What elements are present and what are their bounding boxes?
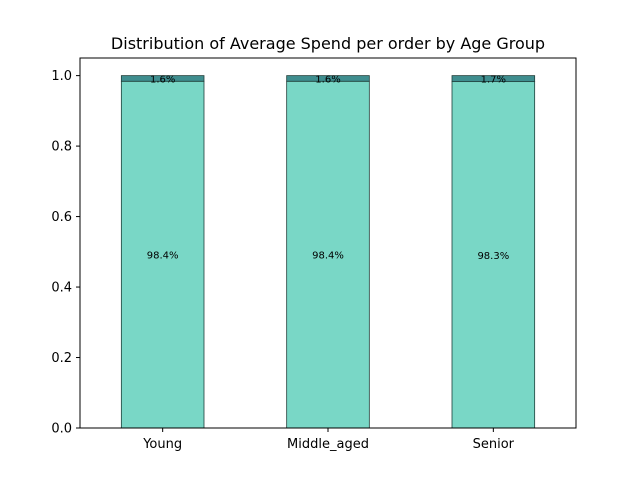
- bar-segment: [286, 75, 370, 82]
- bar-value-label: 1.6%: [150, 74, 175, 85]
- y-tick-label: 1.0: [51, 69, 72, 84]
- bar-value-label: 98.4%: [147, 251, 179, 262]
- bar-segment: [451, 81, 536, 429]
- bar-segment: [120, 80, 205, 429]
- plot-area: 98.4% 1.6% Young 98.4% 1.6% Middle_aged 98.3% 1…: [51, 69, 536, 452]
- y-tick-label: 0.4: [51, 281, 72, 296]
- bar-segment: [451, 75, 536, 83]
- y-tick-label: 0.0: [51, 422, 72, 437]
- bar-value-label: 1.7%: [481, 75, 506, 86]
- x-tick-label: Middle_aged: [287, 437, 369, 452]
- bar-value-label: 98.4%: [312, 251, 344, 262]
- bar-segment: [120, 75, 205, 82]
- y-tick-label: 0.6: [51, 210, 72, 225]
- x-tick-label: Senior: [473, 437, 515, 452]
- bar-value-label: 1.6%: [315, 74, 340, 85]
- y-tick-label: 0.2: [51, 351, 72, 366]
- bar-value-label: 98.3%: [477, 251, 509, 262]
- chart-title: Distribution of Average Spend per order …: [111, 34, 545, 53]
- y-tick-label: 0.8: [51, 140, 72, 155]
- plot-frame: [79, 57, 577, 429]
- x-tick-label: Young: [142, 437, 182, 452]
